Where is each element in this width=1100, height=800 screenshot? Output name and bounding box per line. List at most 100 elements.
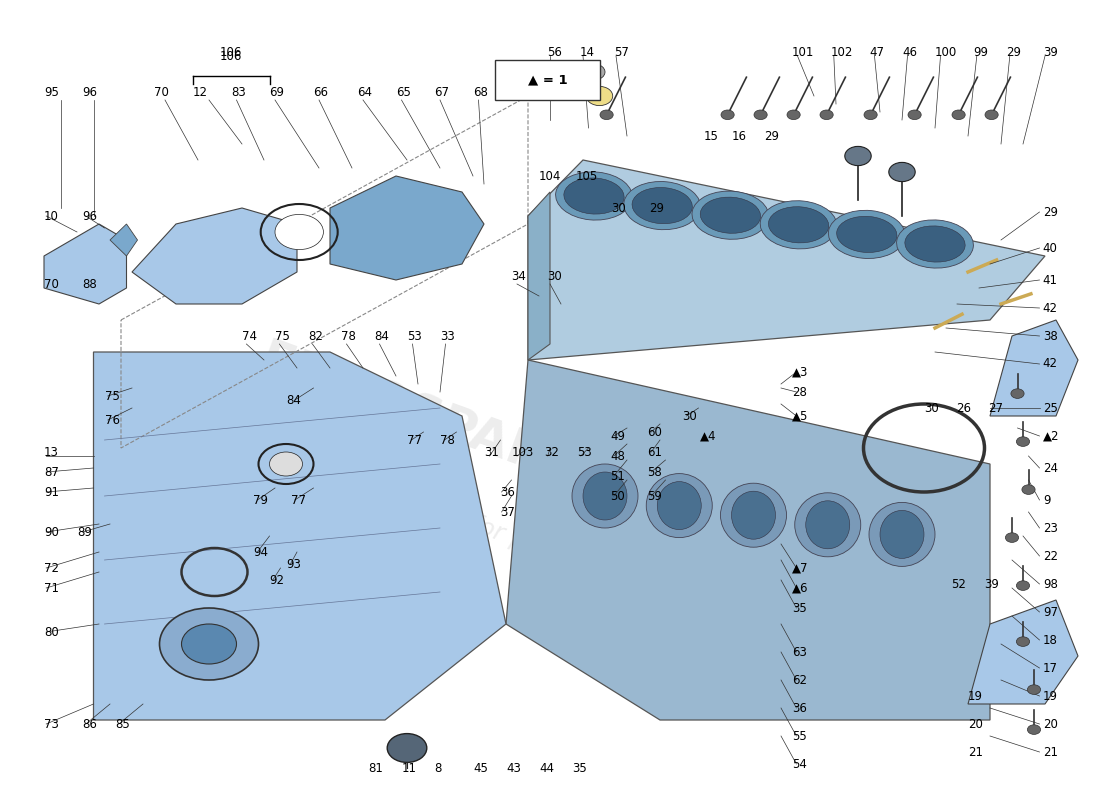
Text: 28: 28 <box>792 386 807 398</box>
Text: 56: 56 <box>547 46 562 58</box>
Text: 73: 73 <box>44 718 59 730</box>
Text: 68: 68 <box>473 86 488 98</box>
Text: 54: 54 <box>792 758 807 770</box>
Circle shape <box>270 452 302 476</box>
Text: 88: 88 <box>82 278 97 290</box>
Text: 67: 67 <box>434 86 450 98</box>
Text: 60: 60 <box>647 426 662 438</box>
Text: 27: 27 <box>988 402 1003 414</box>
Ellipse shape <box>624 182 701 230</box>
Circle shape <box>600 110 613 119</box>
Text: ▲7: ▲7 <box>792 562 808 574</box>
Polygon shape <box>506 360 990 720</box>
Text: 8: 8 <box>434 762 442 774</box>
Text: 24: 24 <box>1043 462 1058 474</box>
Text: 30: 30 <box>547 270 561 282</box>
Ellipse shape <box>583 472 627 520</box>
Circle shape <box>786 110 800 119</box>
Text: 31: 31 <box>484 446 499 458</box>
Ellipse shape <box>701 197 760 234</box>
Ellipse shape <box>760 201 837 249</box>
Text: 92: 92 <box>270 574 285 586</box>
Polygon shape <box>94 352 506 720</box>
Text: 21: 21 <box>1043 746 1058 758</box>
Ellipse shape <box>837 216 896 253</box>
Text: 87: 87 <box>44 466 59 478</box>
Circle shape <box>160 608 258 680</box>
Text: 96: 96 <box>82 210 98 222</box>
Text: 69: 69 <box>270 86 285 98</box>
Text: 104: 104 <box>539 170 561 182</box>
Text: 30: 30 <box>682 410 696 422</box>
Text: 53: 53 <box>578 446 592 458</box>
Polygon shape <box>110 224 138 256</box>
Text: 19: 19 <box>968 690 983 702</box>
Polygon shape <box>528 192 550 360</box>
Ellipse shape <box>564 178 624 214</box>
Circle shape <box>720 110 734 119</box>
Text: ▲2: ▲2 <box>1043 430 1059 442</box>
Text: ▲4: ▲4 <box>700 430 716 442</box>
Text: 91: 91 <box>44 486 59 498</box>
Text: 37: 37 <box>500 506 516 518</box>
Text: 39: 39 <box>1043 46 1058 58</box>
Text: 78: 78 <box>440 434 455 446</box>
Text: 36: 36 <box>500 486 516 498</box>
Circle shape <box>820 110 833 119</box>
Ellipse shape <box>769 206 828 243</box>
Text: 97: 97 <box>1043 606 1058 618</box>
Text: 94: 94 <box>253 546 268 558</box>
Ellipse shape <box>880 510 924 558</box>
Text: 64: 64 <box>358 86 373 98</box>
Text: 83: 83 <box>231 86 245 98</box>
Text: 82: 82 <box>308 330 323 342</box>
Text: 29: 29 <box>1043 206 1058 218</box>
Text: 85: 85 <box>116 718 130 730</box>
Text: 90: 90 <box>44 526 59 538</box>
Circle shape <box>845 146 871 166</box>
Text: 79: 79 <box>253 494 268 506</box>
Text: 77: 77 <box>292 494 307 506</box>
Circle shape <box>1016 581 1030 590</box>
Text: 46: 46 <box>902 46 917 58</box>
Text: 75: 75 <box>275 330 290 342</box>
Polygon shape <box>132 208 297 304</box>
Text: 25: 25 <box>1043 402 1058 414</box>
Text: 76: 76 <box>104 414 120 426</box>
Ellipse shape <box>896 220 974 268</box>
Ellipse shape <box>869 502 935 566</box>
Text: 101: 101 <box>792 46 814 58</box>
Text: 80: 80 <box>44 626 58 638</box>
Polygon shape <box>990 320 1078 416</box>
Polygon shape <box>528 160 1045 360</box>
Ellipse shape <box>805 501 849 549</box>
Text: 39: 39 <box>984 578 1000 590</box>
Circle shape <box>275 214 323 250</box>
Text: 40: 40 <box>1043 242 1058 254</box>
Text: 75: 75 <box>104 390 120 402</box>
Text: 18: 18 <box>1043 634 1058 646</box>
Ellipse shape <box>905 226 965 262</box>
Text: 78: 78 <box>341 330 356 342</box>
Text: 53: 53 <box>407 330 421 342</box>
Circle shape <box>952 110 965 119</box>
Ellipse shape <box>556 172 632 220</box>
Polygon shape <box>968 600 1078 704</box>
Text: 55: 55 <box>792 730 806 742</box>
Text: 32: 32 <box>544 446 560 458</box>
Text: 29: 29 <box>649 202 664 214</box>
Text: 16: 16 <box>732 130 747 142</box>
Text: 63: 63 <box>792 646 807 658</box>
Ellipse shape <box>647 474 713 538</box>
Text: 98: 98 <box>1043 578 1058 590</box>
Text: 20: 20 <box>1043 718 1058 730</box>
Circle shape <box>754 110 767 119</box>
Text: 84: 84 <box>374 330 389 342</box>
Text: 66: 66 <box>314 86 329 98</box>
Text: 17: 17 <box>1043 662 1058 674</box>
FancyBboxPatch shape <box>495 60 600 100</box>
Text: 96: 96 <box>82 86 98 98</box>
Ellipse shape <box>828 210 905 258</box>
Text: 95: 95 <box>44 86 59 98</box>
Text: 26: 26 <box>956 402 971 414</box>
